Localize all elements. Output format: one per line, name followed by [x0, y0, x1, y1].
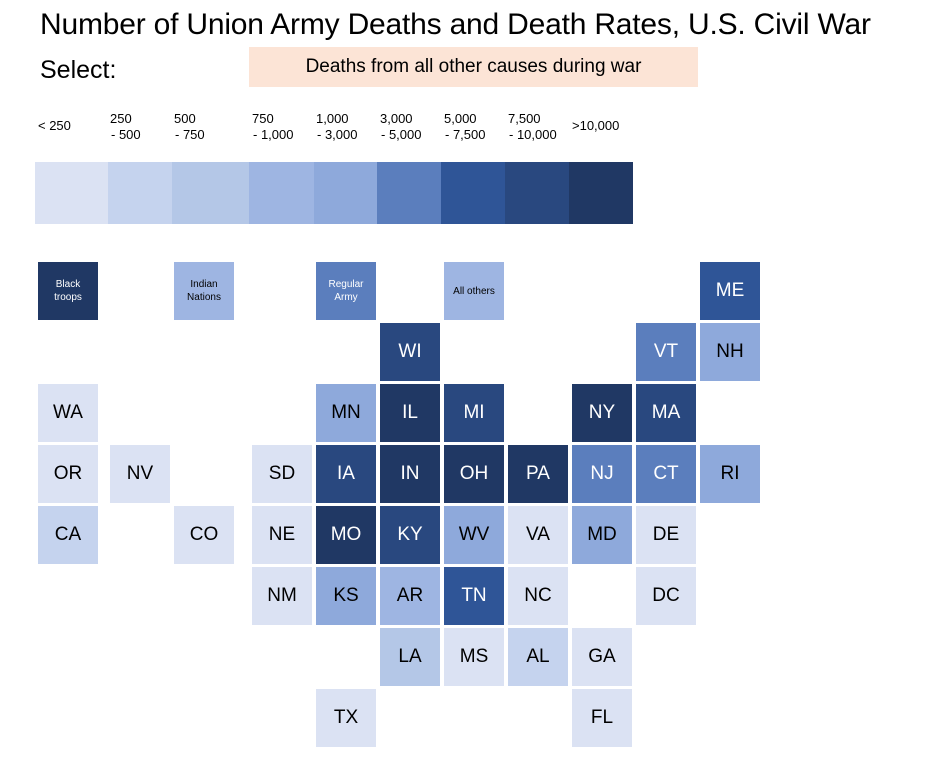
- tile-oh[interactable]: OH: [444, 445, 504, 503]
- tile-tn[interactable]: TN: [444, 567, 504, 625]
- chart-title: Number of Union Army Deaths and Death Ra…: [40, 8, 871, 41]
- legend-swatch: [441, 162, 505, 224]
- tile-co[interactable]: CO: [174, 506, 234, 564]
- tile-mn[interactable]: MN: [316, 384, 376, 442]
- tile-nj[interactable]: NJ: [572, 445, 632, 503]
- tile-ne[interactable]: NE: [252, 506, 312, 564]
- legend-swatch: [108, 162, 172, 224]
- select-label: Select:: [40, 56, 117, 84]
- tile-mi[interactable]: MI: [444, 384, 504, 442]
- legend-label: 3,000- 5,000: [380, 111, 422, 142]
- tile-wa[interactable]: WA: [38, 384, 98, 442]
- tile-nv[interactable]: NV: [110, 445, 170, 503]
- legend-label: >10,000: [572, 118, 620, 133]
- tile-va[interactable]: VA: [508, 506, 568, 564]
- legend-label: 250- 500: [110, 111, 141, 142]
- tile-wv[interactable]: WV: [444, 506, 504, 564]
- tile-ma[interactable]: MA: [636, 384, 696, 442]
- legend-swatch: [35, 162, 108, 224]
- tile-fl[interactable]: FL: [572, 689, 632, 747]
- tile-regular-army[interactable]: Regular Army: [316, 262, 376, 320]
- tile-il[interactable]: IL: [380, 384, 440, 442]
- tile-al[interactable]: AL: [508, 628, 568, 686]
- tile-ga[interactable]: GA: [572, 628, 632, 686]
- legend-label: 750- 1,000: [252, 111, 294, 142]
- tile-ar[interactable]: AR: [380, 567, 440, 625]
- legend-swatch: [172, 162, 249, 224]
- tile-ct[interactable]: CT: [636, 445, 696, 503]
- tile-dc[interactable]: DC: [636, 567, 696, 625]
- tile-tx[interactable]: TX: [316, 689, 376, 747]
- tile-vt[interactable]: VT: [636, 323, 696, 381]
- tile-ri[interactable]: RI: [700, 445, 760, 503]
- tile-md[interactable]: MD: [572, 506, 632, 564]
- tile-sd[interactable]: SD: [252, 445, 312, 503]
- tile-all-others[interactable]: All others: [444, 262, 504, 320]
- legend-label: 7,500- 10,000: [508, 111, 557, 142]
- tile-nh[interactable]: NH: [700, 323, 760, 381]
- tile-mo[interactable]: MO: [316, 506, 376, 564]
- tile-de[interactable]: DE: [636, 506, 696, 564]
- tile-pa[interactable]: PA: [508, 445, 568, 503]
- legend-swatch: [249, 162, 314, 224]
- legend-label: 5,000- 7,500: [444, 111, 486, 142]
- tile-ca[interactable]: CA: [38, 506, 98, 564]
- tile-la[interactable]: LA: [380, 628, 440, 686]
- tile-ky[interactable]: KY: [380, 506, 440, 564]
- tile-or[interactable]: OR: [38, 445, 98, 503]
- tile-nm[interactable]: NM: [252, 567, 312, 625]
- legend-label: 500- 750: [174, 111, 205, 142]
- tile-nc[interactable]: NC: [508, 567, 568, 625]
- legend-swatch: [505, 162, 569, 224]
- tile-wi[interactable]: WI: [380, 323, 440, 381]
- tile-ks[interactable]: KS: [316, 567, 376, 625]
- legend-label: 1,000- 3,000: [316, 111, 358, 142]
- tile-black-troops[interactable]: Black troops: [38, 262, 98, 320]
- legend-swatch: [314, 162, 377, 224]
- tile-ny[interactable]: NY: [572, 384, 632, 442]
- tile-ia[interactable]: IA: [316, 445, 376, 503]
- tile-ms[interactable]: MS: [444, 628, 504, 686]
- tile-in[interactable]: IN: [380, 445, 440, 503]
- measure-selector[interactable]: Deaths from all other causes during war: [249, 47, 698, 87]
- tile-me[interactable]: ME: [700, 262, 760, 320]
- legend-swatch: [377, 162, 441, 224]
- legend-label: < 250: [38, 118, 71, 133]
- legend-swatch: [569, 162, 633, 224]
- tile-indian-nations[interactable]: Indian Nations: [174, 262, 234, 320]
